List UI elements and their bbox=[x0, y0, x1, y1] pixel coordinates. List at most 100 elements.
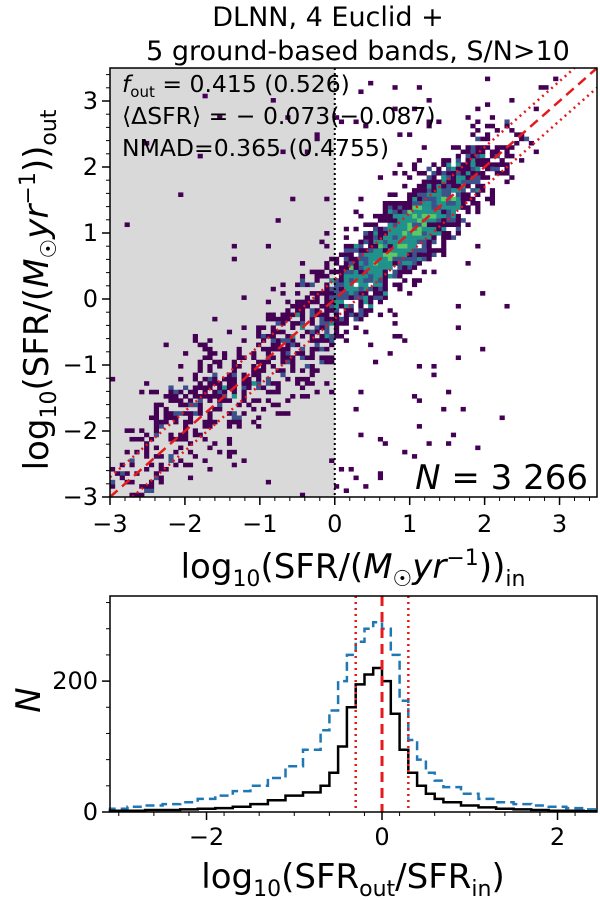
x-tick-label: 0 bbox=[327, 510, 342, 538]
heatmap-cell bbox=[299, 282, 306, 288]
heatmap-cell bbox=[304, 329, 310, 335]
heatmap-cell bbox=[207, 419, 213, 425]
heatmap-cell bbox=[382, 226, 388, 232]
heatmap-cell bbox=[377, 261, 384, 266]
heatmap-cell bbox=[251, 351, 257, 356]
heatmap-cell bbox=[299, 368, 306, 373]
heatmap-cell bbox=[202, 376, 208, 382]
heatmap-cell bbox=[450, 145, 457, 150]
heatmap-cell bbox=[158, 475, 164, 481]
heatmap-cell bbox=[480, 175, 486, 180]
heatmap-cell bbox=[470, 188, 476, 193]
histogram-y-ticks: 0 200 bbox=[52, 602, 110, 826]
heatmap-cell bbox=[358, 269, 364, 275]
y-tick-label: −1 bbox=[63, 351, 98, 379]
heatmap-cell bbox=[148, 436, 155, 442]
heatmap-cell bbox=[324, 291, 330, 296]
heatmap-cell bbox=[402, 209, 408, 215]
chart-title-line1: DLNN, 4 Euclid + bbox=[212, 2, 444, 33]
heatmap-cell bbox=[494, 162, 500, 167]
scatter-y-ticks: −3 −2 −1 0 1 2 3 bbox=[63, 74, 110, 511]
heatmap-cell bbox=[484, 196, 491, 202]
heatmap-cell bbox=[285, 346, 291, 352]
heatmap-cell bbox=[338, 321, 345, 326]
heatmap-cell bbox=[358, 213, 364, 219]
heatmap-cell bbox=[348, 278, 354, 283]
heatmap-cell bbox=[397, 269, 403, 275]
heatmap-cell bbox=[299, 299, 306, 305]
heatmap-cell bbox=[338, 119, 345, 125]
heatmap-cell bbox=[407, 132, 413, 137]
heatmap-cell bbox=[407, 269, 413, 275]
heatmap-cell bbox=[460, 149, 466, 155]
heatmap-cell bbox=[324, 338, 330, 343]
heatmap-cell bbox=[484, 76, 491, 82]
heatmap-cell bbox=[158, 419, 164, 425]
heatmap-cell bbox=[475, 145, 481, 150]
heatmap-cell bbox=[480, 136, 486, 142]
heatmap-cell bbox=[470, 123, 476, 129]
heatmap-cell bbox=[124, 222, 130, 228]
heatmap-cell bbox=[480, 149, 486, 155]
heatmap-cell bbox=[382, 282, 388, 288]
heatmap-cell bbox=[363, 222, 369, 228]
heatmap-cell bbox=[226, 385, 233, 391]
heatmap-cell bbox=[489, 188, 496, 193]
heatmap-cell bbox=[431, 183, 437, 189]
heatmap-cell bbox=[416, 231, 422, 236]
heatmap-cell bbox=[187, 462, 194, 468]
heatmap-cell bbox=[207, 445, 213, 451]
x-tick-label: 3 bbox=[552, 510, 567, 538]
heatmap-cell bbox=[411, 252, 418, 258]
heatmap-cell bbox=[236, 346, 242, 352]
heatmap-cell bbox=[110, 484, 116, 489]
heatmap-cell bbox=[178, 402, 184, 408]
heatmap-cell bbox=[231, 389, 237, 395]
heatmap-cell bbox=[334, 256, 340, 262]
heatmap-cell bbox=[392, 248, 398, 253]
heatmap-cell bbox=[353, 265, 359, 270]
heatmap-cell bbox=[295, 351, 301, 356]
heatmap-cell bbox=[178, 376, 184, 382]
heatmap-cell bbox=[139, 484, 145, 489]
heatmap-cell bbox=[343, 235, 349, 240]
heatmap-cell bbox=[441, 252, 447, 258]
heatmap-cell bbox=[129, 492, 135, 498]
heatmap-cell bbox=[489, 196, 496, 202]
heatmap-cell bbox=[450, 432, 457, 438]
heatmap-cell bbox=[465, 192, 471, 197]
heatmap-cell bbox=[402, 218, 408, 223]
heatmap-cell bbox=[446, 222, 452, 228]
heatmap-cell bbox=[163, 342, 169, 348]
heatmap-cell bbox=[148, 389, 155, 395]
heatmap-cell bbox=[416, 278, 422, 283]
heatmap-cell bbox=[450, 179, 457, 185]
heatmap-cell bbox=[295, 381, 301, 386]
heatmap-cell bbox=[280, 321, 286, 326]
heatmap-cell bbox=[387, 218, 393, 223]
heatmap-cell bbox=[450, 218, 457, 223]
y-tick-label: 0 bbox=[83, 285, 98, 313]
heatmap-cell bbox=[407, 213, 413, 219]
heatmap-cell bbox=[450, 205, 457, 210]
heatmap-cell bbox=[392, 213, 398, 219]
scatter-y-axis-label: log10(SFR/(M☉yr−1))out bbox=[16, 109, 62, 470]
heatmap-cell bbox=[382, 200, 388, 206]
heatmap-cell bbox=[353, 243, 359, 249]
heatmap-cell bbox=[309, 299, 315, 305]
heatmap-cell bbox=[197, 406, 203, 412]
heatmap-cell bbox=[382, 291, 388, 296]
heatmap-cell bbox=[494, 145, 500, 150]
heatmap-cell bbox=[363, 123, 369, 129]
heatmap-cell bbox=[226, 436, 233, 442]
heatmap-cell bbox=[504, 123, 510, 129]
heatmap-cell bbox=[207, 385, 213, 391]
heatmap-cell bbox=[192, 402, 198, 408]
heatmap-cell bbox=[319, 269, 325, 275]
heatmap-cell bbox=[324, 308, 330, 313]
heatmap-cell bbox=[192, 385, 198, 391]
heatmap-cell bbox=[421, 200, 427, 206]
heatmap-cell bbox=[309, 282, 315, 288]
heatmap-cell bbox=[236, 402, 242, 408]
heatmap-cell bbox=[192, 372, 198, 378]
